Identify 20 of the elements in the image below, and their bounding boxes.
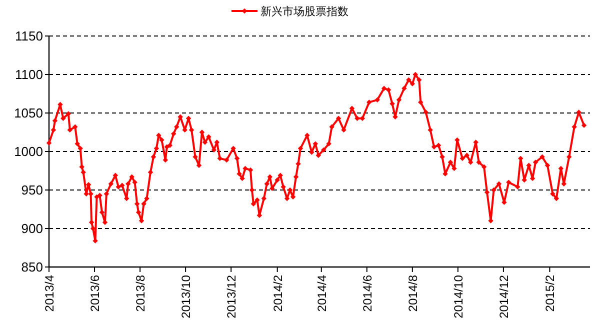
x-tick-label: 2013/6 — [88, 274, 102, 312]
y-tick-label: 900 — [21, 221, 43, 236]
y-tick-label: 1100 — [15, 67, 43, 82]
x-tick-label: 2013/8 — [134, 274, 148, 312]
y-tick-label: 1050 — [14, 106, 43, 120]
x-tick-label: 2014/6 — [360, 274, 374, 312]
x-tick-label: 2014/4 — [314, 274, 329, 312]
x-tick-label: 2013/10 — [179, 274, 194, 318]
x-tick-label: 2013/12 — [224, 274, 239, 318]
y-tick-label: 850 — [21, 260, 43, 274]
x-tick-label: 2013/4 — [42, 274, 56, 312]
x-tick-label: 2014/10 — [451, 274, 466, 318]
y-tick-label: 950 — [21, 182, 43, 198]
x-tick-label: 2015/2 — [543, 274, 558, 312]
x-tick-label: 2014/12 — [496, 274, 511, 318]
y-tick-label: 1150 — [15, 28, 43, 44]
y-tick-label: 1000 — [14, 144, 43, 159]
legend-label: 新兴市场股票指数 — [260, 5, 348, 18]
x-tick-label: 2014/2 — [270, 274, 285, 312]
x-tick-label: 2014/8 — [406, 274, 420, 312]
